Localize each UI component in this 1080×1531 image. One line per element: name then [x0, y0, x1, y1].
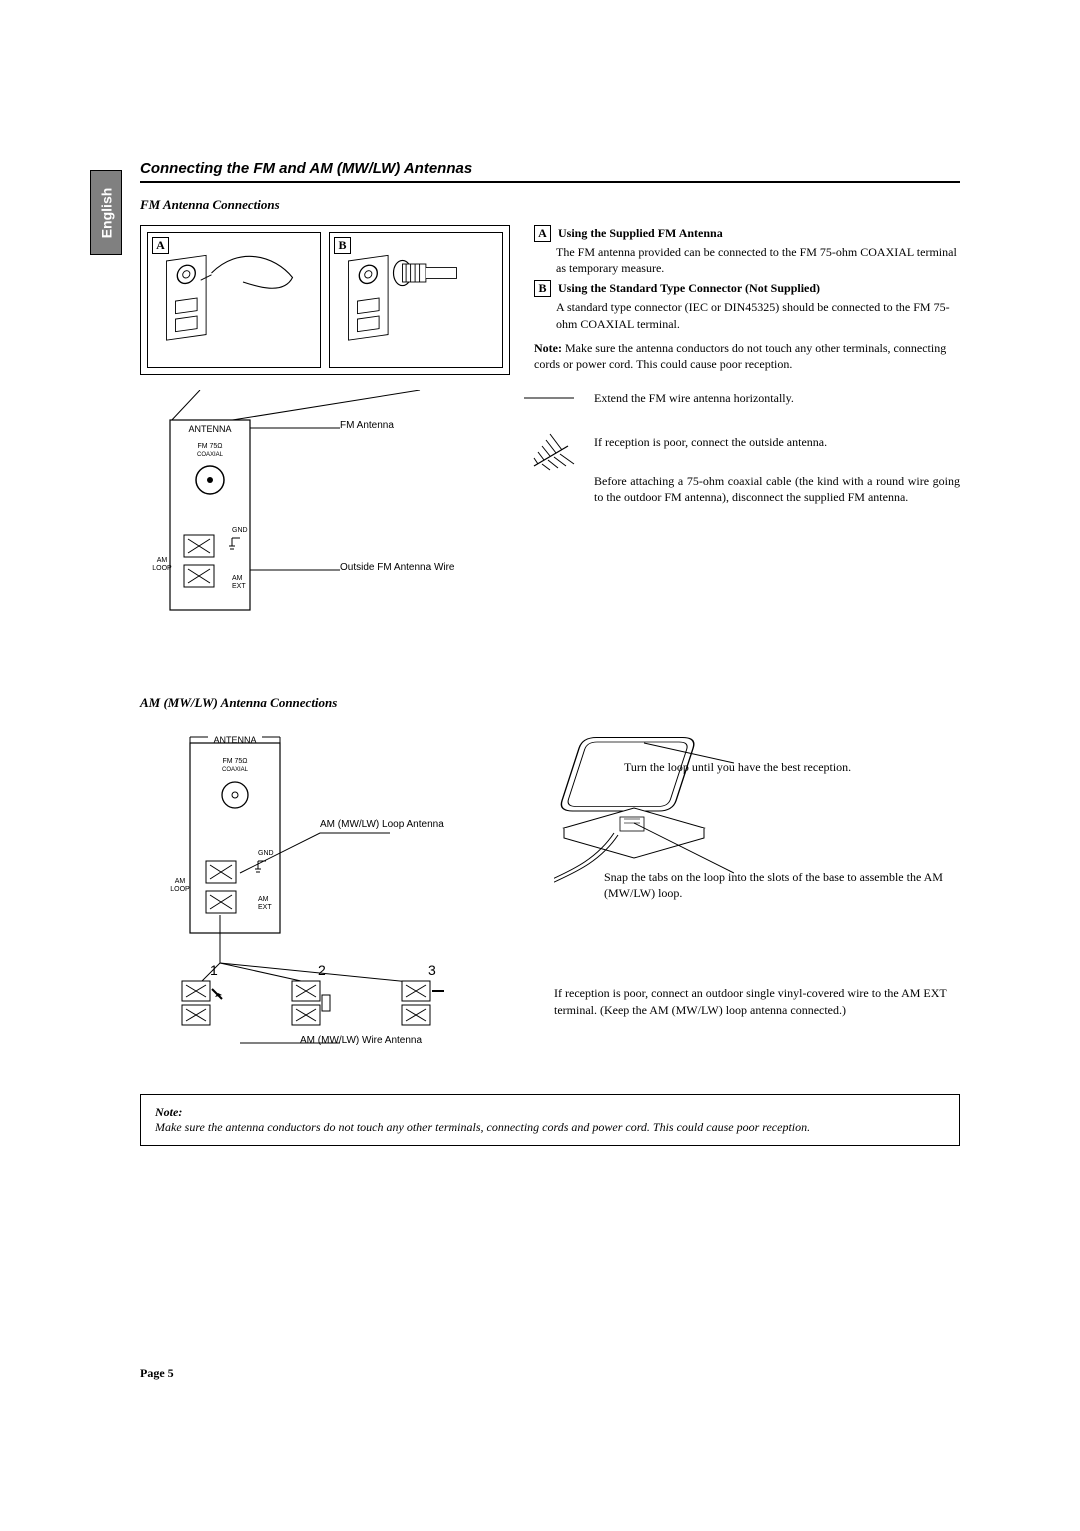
fm-diagram-ab: A B	[140, 225, 510, 380]
fm-right-text: A Using the Supplied FM Antenna The FM a…	[534, 225, 960, 380]
svg-text:LOOP: LOOP	[170, 886, 190, 893]
svg-text:GND: GND	[258, 850, 274, 857]
am-terminal-svg: ANTENNA FM 75Ω COAXIAL GND AM LOOP AM EX…	[140, 723, 530, 1053]
svg-text:ANTENNA: ANTENNA	[213, 735, 256, 745]
page-number: Page 5	[140, 1366, 174, 1381]
svg-text:1: 1	[210, 962, 218, 978]
panel-antenna-label: ANTENNA	[188, 424, 231, 434]
svg-text:COAXIAL: COAXIAL	[197, 452, 224, 458]
am-wire-label: AM (MW/LW) Wire Antenna	[300, 1035, 422, 1046]
am-right-col: Turn the loop until you have the best re…	[554, 723, 960, 1058]
svg-text:COAXIAL: COAXIAL	[222, 767, 249, 773]
fm-a-title: Using the Supplied FM Antenna	[558, 226, 723, 240]
fm-b-body: A standard type connector (IEC or DIN453…	[556, 299, 960, 331]
svg-text:GND: GND	[232, 527, 248, 534]
svg-text:EXT: EXT	[232, 583, 246, 590]
fm-b-title: Using the Standard Type Connector (Not S…	[558, 281, 820, 295]
svg-text:3: 3	[428, 962, 436, 978]
language-tab: English	[90, 170, 122, 255]
note-box: Note: Make sure the antenna conductors d…	[140, 1094, 960, 1146]
am-snap-text: Snap the tabs on the loop into the slots…	[604, 869, 960, 901]
fm-extend-text: Extend the FM wire antenna horizontally.	[594, 390, 960, 406]
fm-panel-a-svg	[152, 237, 316, 363]
svg-text:LOOP: LOOP	[152, 565, 172, 572]
svg-text:FM 75Ω: FM 75Ω	[222, 758, 247, 765]
svg-text:AM: AM	[175, 878, 186, 885]
am-loop-label: AM (MW/LW) Loop Antenna	[320, 819, 444, 830]
fm-terminal-diagram: ANTENNA FM 75Ω COAXIAL GND AM LOOP AM EX…	[140, 390, 510, 625]
outside-fm-label: Outside FM Antenna Wire	[340, 562, 455, 573]
box-a-right: A	[534, 225, 551, 242]
box-b-right: B	[534, 280, 551, 297]
section-title: Connecting the FM and AM (MW/LW) Antenna…	[140, 160, 960, 183]
box-b-label: B	[334, 237, 351, 254]
fm-before-text: Before attaching a 75-ohm coaxial cable …	[594, 473, 960, 505]
fm-panel-b-svg	[334, 237, 498, 363]
language-tab-label: English	[98, 187, 114, 238]
svg-text:AM: AM	[157, 557, 168, 564]
fm-right-lower: Extend the FM wire antenna horizontally.…	[534, 390, 960, 625]
note-box-body: Make sure the antenna conductors do not …	[155, 1120, 945, 1135]
note-box-title: Note:	[155, 1105, 945, 1120]
fm-subheading: FM Antenna Connections	[140, 197, 960, 213]
am-subheading: AM (MW/LW) Antenna Connections	[140, 695, 960, 711]
box-a-label: A	[152, 237, 169, 254]
svg-text:2: 2	[318, 962, 326, 978]
fm-antenna-label: FM Antenna	[340, 420, 394, 431]
fm-note-body: Make sure the antenna conductors do not …	[534, 341, 946, 371]
fm-a-body: The FM antenna provided can be connected…	[556, 244, 960, 276]
fm-poor-text: If reception is poor, connect the outsid…	[594, 434, 960, 450]
svg-text:EXT: EXT	[258, 904, 272, 911]
svg-text:AM: AM	[258, 896, 269, 903]
fm-yagi-icon	[524, 390, 584, 610]
am-poor-text: If reception is poor, connect an outdoor…	[554, 985, 960, 1017]
fm-note-label: Note:	[534, 341, 562, 355]
svg-text:FM 75Ω: FM 75Ω	[197, 443, 222, 450]
am-turn-text: Turn the loop until you have the best re…	[624, 759, 960, 775]
svg-text:AM: AM	[232, 575, 243, 582]
am-diagram: ANTENNA FM 75Ω COAXIAL GND AM LOOP AM EX…	[140, 723, 530, 1058]
fm-terminal-svg: ANTENNA FM 75Ω COAXIAL GND AM LOOP AM EX…	[140, 390, 510, 620]
